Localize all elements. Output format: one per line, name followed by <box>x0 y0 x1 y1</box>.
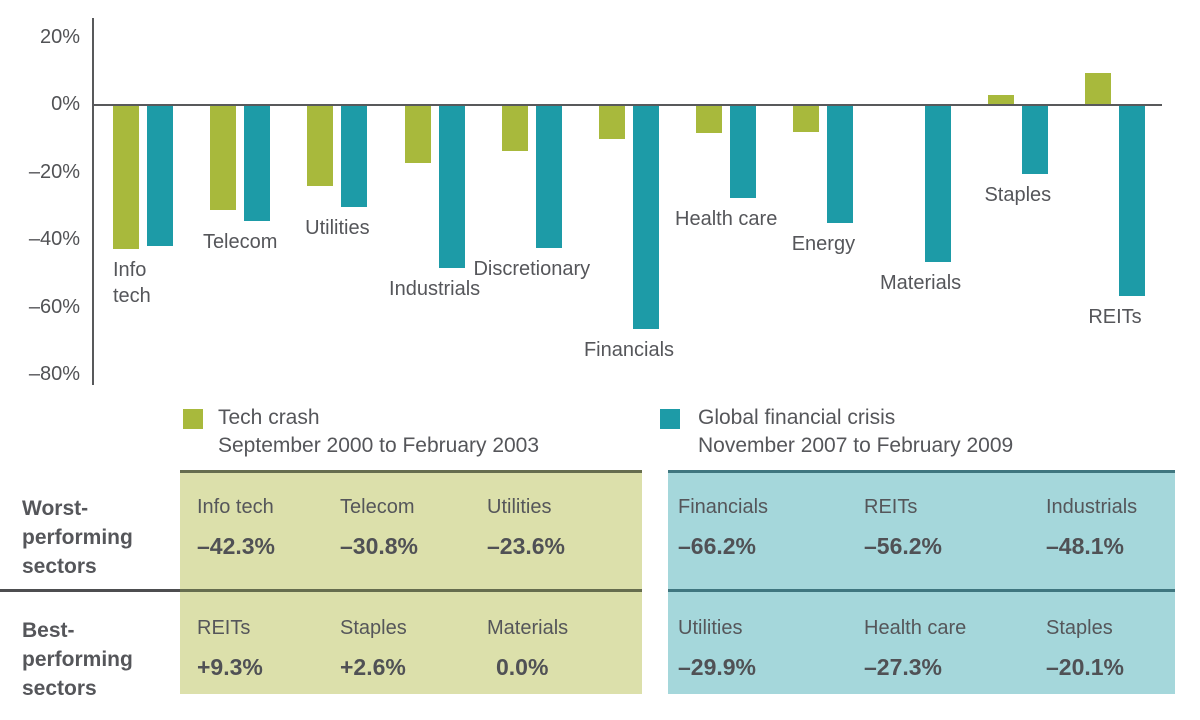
bar-reits-tech-crash <box>1085 72 1111 104</box>
bar-info-tech-tech-crash <box>113 106 139 249</box>
cell-sector-name: REITs <box>864 496 918 518</box>
worst-cell-global-financial-crisis-reits: REITs –56.2% <box>864 496 1039 559</box>
y-tick-60: –60% <box>28 295 80 318</box>
tech-crash-panel <box>180 470 642 694</box>
best-cell-tech-crash-reits: REITs +9.3% <box>197 617 372 680</box>
cell-sector-value: +9.3% <box>197 654 263 680</box>
worst-cell-tech-crash-info-tech: Info tech –42.3% <box>197 496 372 559</box>
cell-sector-name: Staples <box>340 617 407 639</box>
bar-health-care-global-financial-crisis <box>730 106 757 199</box>
cell-sector-value: –20.1% <box>1046 654 1125 680</box>
bar-energy-global-financial-crisis <box>827 106 854 224</box>
bar-reits-global-financial-crisis <box>1119 106 1145 296</box>
sector-label-utilities: Utilities <box>305 216 370 239</box>
bar-discretionary-tech-crash <box>501 106 528 151</box>
sector-label-financials: Financials <box>583 339 675 362</box>
cell-sector-name: Utilities <box>487 496 552 518</box>
bar-financials-tech-crash <box>599 106 625 140</box>
legend-period-tech-crash: September 2000 to February 2003 <box>218 434 540 457</box>
bar-staples-tech-crash <box>987 95 1014 104</box>
cell-sector-name: Telecom <box>340 496 415 518</box>
tech-crash-panel-top-border <box>180 470 642 473</box>
sector-label-energy: Energy <box>791 233 856 256</box>
best-cell-global-financial-crisis-health-care: Health care –27.3% <box>864 617 1039 680</box>
y-tick-0: 0% <box>51 93 80 115</box>
legend-swatch-tech-crash <box>183 409 203 429</box>
bar-telecom-global-financial-crisis <box>244 106 271 221</box>
worst-cell-global-financial-crisis-industrials: Industrials –48.1% <box>1046 496 1200 559</box>
legend-label-tech-crash: Tech crash <box>218 406 320 429</box>
best-cell-tech-crash-materials: Materials 0.0% <box>487 617 662 680</box>
cell-sector-value: –30.8% <box>340 533 419 559</box>
cell-sector-value: –56.2% <box>864 533 943 559</box>
cell-sector-name: Utilities <box>678 617 743 639</box>
bar-telecom-tech-crash <box>210 106 237 210</box>
sector-label-materials: Materials <box>880 272 962 295</box>
bar-staples-global-financial-crisis <box>1021 106 1048 174</box>
sector-label-industrials: Industrials <box>389 278 481 301</box>
worst-cell-global-financial-crisis-financials: Financials –66.2% <box>678 496 853 559</box>
cell-sector-name: Industrials <box>1046 496 1138 518</box>
cell-sector-value: –23.6% <box>487 533 566 559</box>
cell-sector-name: Staples <box>1046 617 1113 639</box>
bar-health-care-tech-crash <box>696 106 723 133</box>
bar-utilities-tech-crash <box>307 106 334 186</box>
cell-sector-name: REITs <box>197 617 251 639</box>
bar-utilities-global-financial-crisis <box>341 106 368 207</box>
bar-energy-tech-crash <box>793 106 820 132</box>
best-cell-global-financial-crisis-staples: Staples –20.1% <box>1046 617 1200 680</box>
worst-performing-row-header: Worst-performing sectors <box>22 497 133 578</box>
cell-sector-value: 0.0% <box>496 654 549 680</box>
best-performing-row-header: Best-performing sectors <box>22 619 133 700</box>
legend-swatch-gfc <box>660 409 680 429</box>
best-cell-tech-crash-staples: Staples +2.6% <box>340 617 515 680</box>
bar-materials-global-financial-crisis <box>924 106 951 263</box>
y-tick-80: –80% <box>28 363 80 385</box>
gfc-panel <box>668 470 1175 694</box>
y-tick-40: –40% <box>28 228 80 250</box>
sector-label-staples: Staples <box>984 183 1052 206</box>
sector-label-telecom: Telecom <box>202 230 278 253</box>
cell-sector-value: –29.9% <box>678 654 757 680</box>
best-cell-global-financial-crisis-utilities: Utilities –29.9% <box>678 617 853 680</box>
legend-period-gfc: November 2007 to February 2009 <box>698 434 1014 457</box>
cell-sector-value: –66.2% <box>678 533 757 559</box>
bar-industrials-tech-crash <box>404 106 431 163</box>
bar-financials-global-financial-crisis <box>633 106 659 330</box>
cell-sector-value: –27.3% <box>864 654 943 680</box>
worst-cell-tech-crash-telecom: Telecom –30.8% <box>340 496 515 559</box>
cell-sector-value: –42.3% <box>197 533 276 559</box>
y-tick-20: 20% <box>39 25 80 48</box>
cell-sector-value: +2.6% <box>340 654 406 680</box>
bar-info-tech-global-financial-crisis <box>147 106 173 247</box>
zero-baseline <box>92 104 1162 106</box>
row-separator-tech-crash <box>180 589 642 592</box>
sector-label-reits: REITs <box>1088 305 1142 328</box>
y-axis-line <box>92 18 94 385</box>
cell-sector-name: Financials <box>678 496 769 518</box>
cell-sector-name: Health care <box>864 617 967 639</box>
bar-discretionary-global-financial-crisis <box>535 106 562 248</box>
cell-sector-value: –48.1% <box>1046 533 1125 559</box>
cell-sector-name: Info tech <box>197 496 274 518</box>
sector-label-discretionary: Discretionary <box>473 257 591 280</box>
gfc-panel-top-border <box>668 470 1175 473</box>
bar-industrials-global-financial-crisis <box>438 106 465 269</box>
sector-label-info-tech: Info tech <box>113 258 151 307</box>
sector-label-health-care: Health care <box>675 208 778 231</box>
row-separator-header <box>0 589 180 592</box>
cell-sector-name: Materials <box>487 617 569 639</box>
legend-label-gfc: Global financial crisis <box>698 406 896 429</box>
y-tick-20: –20% <box>28 160 80 183</box>
row-separator-gfc <box>668 589 1175 592</box>
worst-cell-tech-crash-utilities: Utilities –23.6% <box>487 496 662 559</box>
